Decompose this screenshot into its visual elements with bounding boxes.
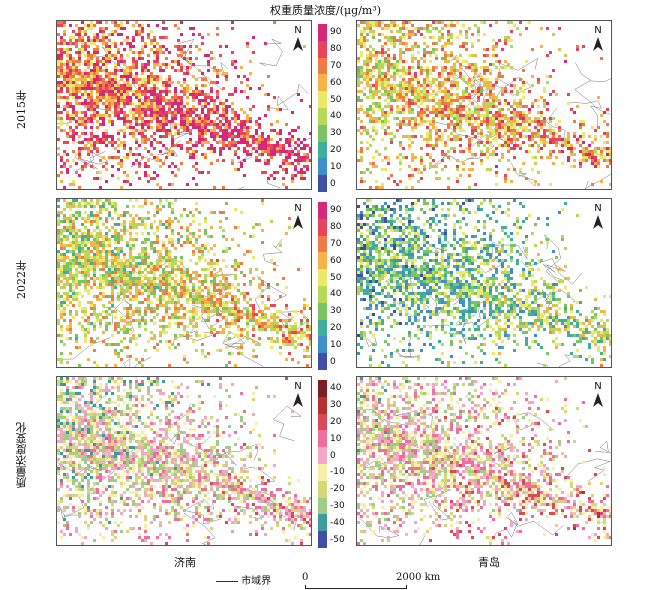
legend-tick: 30: [330, 306, 342, 317]
map-panel-jinan-2015: N: [56, 20, 312, 190]
boundary-line-icon: [216, 581, 238, 582]
boundary-legend: 市域界: [216, 572, 271, 587]
pollution-grid-jinan-2015: [57, 21, 311, 189]
legend-swatch: [318, 158, 327, 176]
legend-tick: 70: [330, 239, 342, 249]
legend-tick: -50: [330, 534, 345, 545]
legend-swatch: [318, 353, 327, 370]
legend-swatch: [318, 24, 327, 41]
legend-tick: 40: [330, 111, 342, 122]
legend-tick: 90: [330, 205, 342, 216]
map-panel-qingdao-change: N: [356, 376, 612, 546]
scale-bar: [305, 585, 407, 589]
legend-tick: 50: [330, 94, 342, 105]
legend-tick: 10: [330, 339, 342, 350]
legend-tick: 10: [330, 161, 342, 172]
legend-swatch: [318, 447, 327, 464]
north-arrow-icon: N: [291, 25, 305, 53]
legend-swatch: [318, 413, 327, 431]
legend-swatch: [318, 74, 327, 92]
column-label-qingdao: 青岛: [478, 556, 500, 569]
legend-tick: 20: [330, 145, 342, 155]
legend-swatch: [318, 124, 327, 142]
legend-concentration-2015: 90 80 70 60 50 40 30 20 10 0: [318, 24, 358, 192]
legend-tick: 40: [330, 383, 342, 394]
north-arrow-icon: N: [291, 381, 305, 409]
legend-tick: 40: [330, 289, 342, 300]
legend-swatch: [318, 252, 327, 270]
row-label-2022: 2022年: [15, 260, 28, 300]
legend-tick: -20: [330, 484, 345, 495]
legend-tick: 0: [330, 178, 336, 189]
legend-tick: 0: [330, 356, 336, 367]
legend-swatch: [318, 302, 327, 320]
legend-swatch: [318, 514, 327, 532]
pollution-grid-jinan-2022: [57, 199, 311, 367]
legend-swatch: [318, 108, 327, 125]
legend-tick: 50: [330, 272, 342, 283]
legend-swatch: [318, 497, 327, 515]
pollution-grid-qingdao-2015: [357, 21, 611, 189]
legend-swatch: [318, 57, 327, 75]
legend-swatch: [318, 319, 327, 337]
map-panel-jinan-2022: N: [56, 198, 312, 368]
legend-tick: 80: [330, 222, 342, 233]
north-arrow-icon: N: [591, 203, 605, 231]
map-panel-qingdao-2015: N: [356, 20, 612, 190]
legend-swatch: [318, 336, 327, 354]
legend-tick: 80: [330, 44, 342, 55]
legend-tick: -30: [330, 501, 345, 511]
map-panel-qingdao-2022: N: [356, 198, 612, 368]
legend-tick: 70: [330, 61, 342, 71]
legend-swatch: [318, 380, 327, 397]
legend-tick: 30: [330, 400, 342, 411]
north-arrow-icon: N: [591, 25, 605, 53]
legend-tick: 0: [330, 450, 336, 461]
row-label-change: 质量浓度变化: [15, 422, 28, 488]
legend-swatch: [318, 269, 327, 286]
legend-swatch: [318, 531, 327, 548]
pollution-grid-jinan-change: [57, 377, 311, 545]
legend-tick: 10: [330, 433, 342, 444]
scale-end: 2000 km: [396, 572, 441, 583]
legend-tick: 90: [330, 27, 342, 38]
north-arrow-icon: N: [591, 381, 605, 409]
legend-swatch: [318, 218, 327, 236]
scale-start: 0: [302, 572, 309, 583]
legend-swatch: [318, 40, 327, 58]
column-label-jinan: 济南: [174, 556, 196, 569]
legend-swatch: [318, 464, 327, 481]
legend-swatch: [318, 202, 327, 219]
legend-tick: 60: [330, 77, 342, 88]
legend-swatch: [318, 396, 327, 414]
legend-swatch: [318, 430, 327, 448]
legend-swatch: [318, 175, 327, 192]
legend-tick: 20: [330, 323, 342, 333]
legend-swatch: [318, 286, 327, 303]
map-panel-jinan-change: N: [56, 376, 312, 546]
legend-swatch: [318, 91, 327, 108]
legend-swatch: [318, 141, 327, 159]
legend-tick: 60: [330, 255, 342, 266]
legend-tick: -40: [330, 517, 345, 528]
pollution-grid-qingdao-change: [357, 377, 611, 545]
legend-swatch: [318, 480, 327, 498]
legend-swatch: [318, 235, 327, 253]
legend-concentration-2022: 90 80 70 60 50 40 30 20 10 0: [318, 202, 358, 370]
pollution-grid-qingdao-2022: [357, 199, 611, 367]
legend-tick: 30: [330, 128, 342, 139]
north-arrow-icon: N: [291, 203, 305, 231]
legend-tick: 20: [330, 417, 342, 427]
row-label-2015: 2015年: [15, 90, 28, 130]
boundary-label: 市域界: [241, 576, 272, 587]
legend-tick: -10: [330, 467, 345, 478]
legend-change: 40 30 20 10 0 -10 -20 -30 -40 -50: [318, 380, 358, 548]
map-title: 权重质量浓度/(μg/m³): [270, 4, 382, 17]
